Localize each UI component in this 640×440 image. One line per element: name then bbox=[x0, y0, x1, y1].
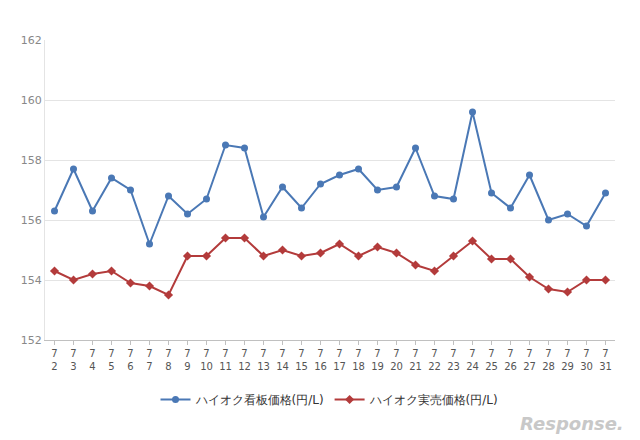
svg-text:ハイオク実売価格(円/L): ハイオク実売価格(円/L) bbox=[369, 393, 498, 407]
svg-text:726: 726 bbox=[504, 348, 517, 372]
svg-text:156: 156 bbox=[21, 214, 42, 227]
svg-text:154: 154 bbox=[21, 274, 42, 287]
svg-text:720: 720 bbox=[390, 348, 403, 372]
svg-text:730: 730 bbox=[580, 348, 593, 372]
svg-text:724: 724 bbox=[466, 348, 479, 372]
svg-text:712: 712 bbox=[238, 348, 251, 372]
svg-text:76: 76 bbox=[127, 348, 133, 372]
svg-text:713: 713 bbox=[257, 348, 270, 372]
svg-text:722: 722 bbox=[428, 348, 441, 372]
svg-text:160: 160 bbox=[21, 94, 42, 107]
svg-text:714: 714 bbox=[276, 348, 289, 372]
svg-text:725: 725 bbox=[485, 348, 498, 372]
svg-text:718: 718 bbox=[352, 348, 365, 372]
svg-text:Response.: Response. bbox=[520, 413, 624, 434]
svg-text:158: 158 bbox=[21, 154, 42, 167]
svg-text:ハイオク看板価格(円/L): ハイオク看板価格(円/L) bbox=[195, 393, 324, 407]
svg-text:716: 716 bbox=[314, 348, 327, 372]
svg-text:731: 731 bbox=[599, 348, 612, 372]
svg-text:717: 717 bbox=[333, 348, 346, 372]
svg-text:79: 79 bbox=[184, 348, 190, 372]
svg-text:729: 729 bbox=[561, 348, 574, 372]
svg-text:710: 710 bbox=[200, 348, 213, 372]
svg-text:152: 152 bbox=[21, 334, 42, 347]
svg-text:78: 78 bbox=[165, 348, 171, 372]
svg-text:711: 711 bbox=[219, 348, 232, 372]
svg-text:721: 721 bbox=[409, 348, 422, 372]
svg-text:72: 72 bbox=[51, 348, 57, 372]
svg-text:75: 75 bbox=[108, 348, 114, 372]
svg-text:74: 74 bbox=[89, 348, 95, 372]
svg-text:73: 73 bbox=[70, 348, 76, 372]
svg-text:162: 162 bbox=[21, 34, 42, 47]
svg-text:77: 77 bbox=[146, 348, 152, 372]
svg-text:728: 728 bbox=[542, 348, 555, 372]
svg-text:715: 715 bbox=[295, 348, 308, 372]
svg-text:727: 727 bbox=[523, 348, 536, 372]
svg-text:723: 723 bbox=[447, 348, 460, 372]
svg-text:719: 719 bbox=[371, 348, 384, 372]
